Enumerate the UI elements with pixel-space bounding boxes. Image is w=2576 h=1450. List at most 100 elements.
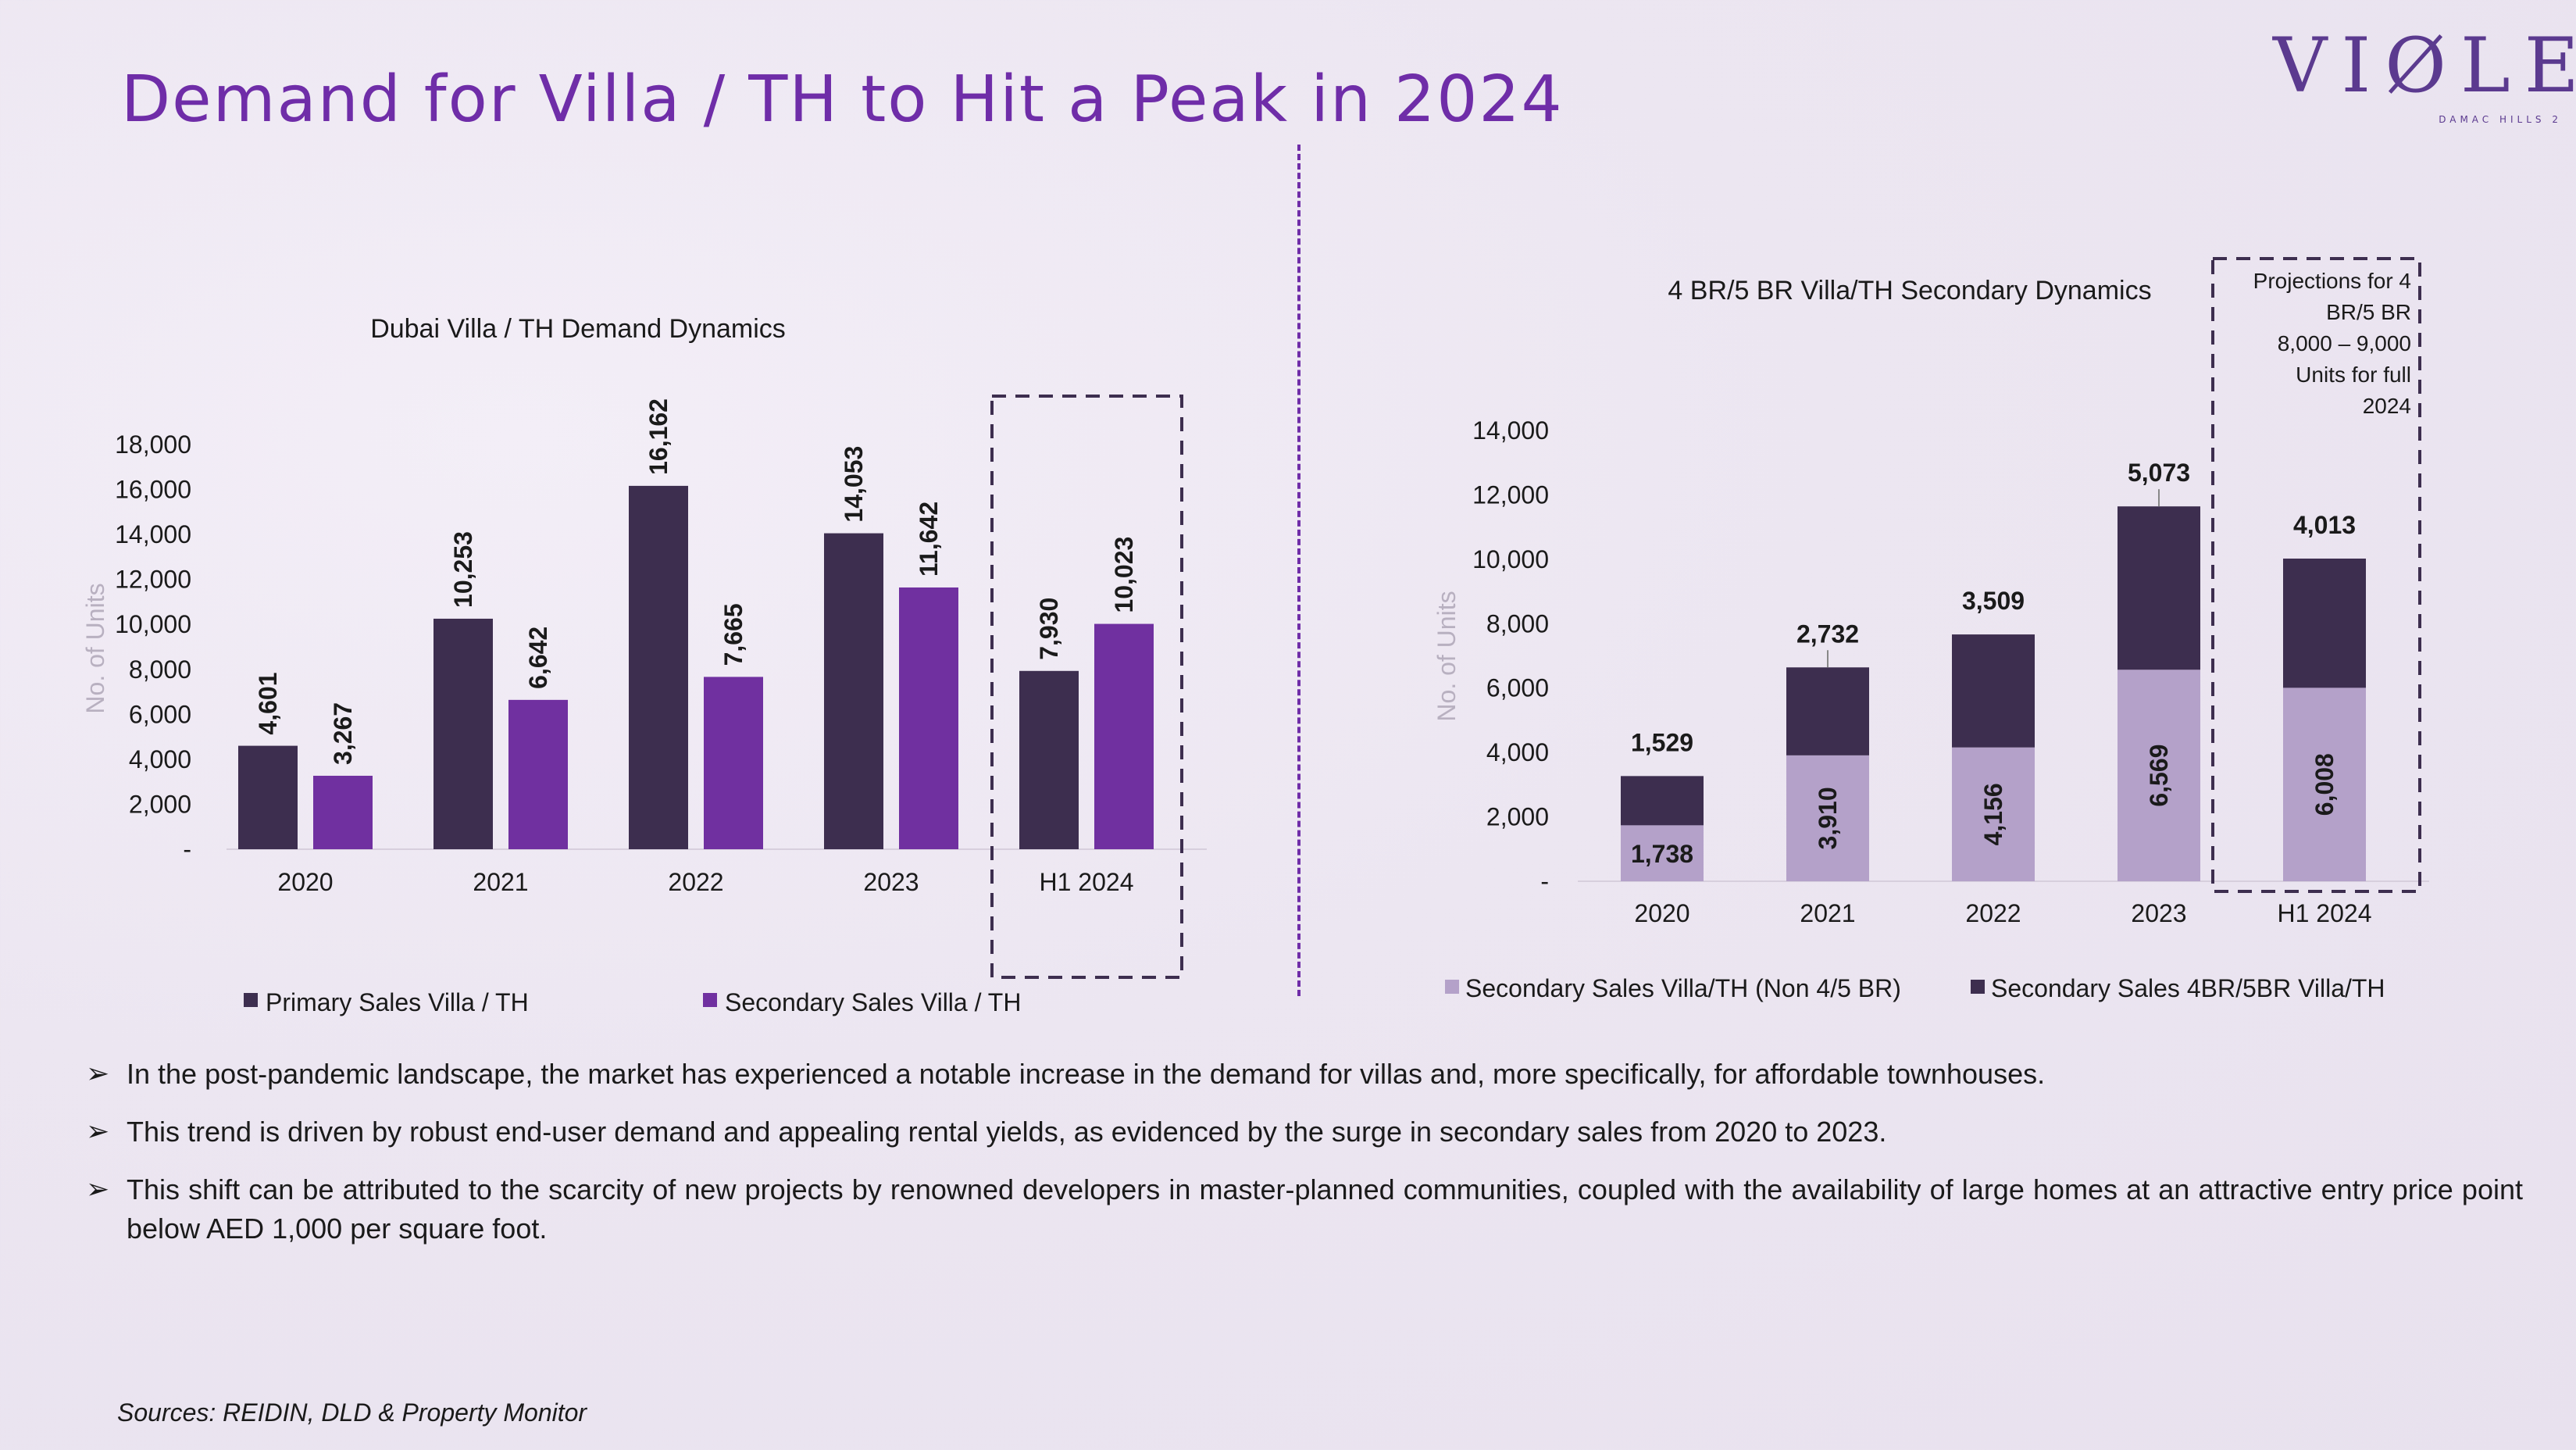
x-tick-label: 2020 bbox=[1634, 899, 1689, 927]
section-divider bbox=[1297, 145, 1300, 996]
bar bbox=[1094, 623, 1154, 849]
data-label: 7,665 bbox=[719, 603, 747, 666]
legend-entry: Primary Sales Villa / TH bbox=[266, 988, 529, 1016]
projection-annotation: Projections for 4 bbox=[2253, 269, 2411, 293]
bullet-list: ➢ In the post-pandemic landscape, the ma… bbox=[86, 1055, 2523, 1267]
bar-segment-non-4-5br bbox=[1786, 755, 1869, 881]
bullet-text: In the post-pandemic landscape, the mark… bbox=[127, 1058, 2046, 1090]
y-tick-label: 4,000 bbox=[129, 745, 191, 773]
bar-segment-non-4-5br bbox=[2118, 670, 2200, 881]
data-label: 11,642 bbox=[915, 502, 943, 577]
bullet-text: This shift can be attributed to the scar… bbox=[127, 1173, 2523, 1245]
y-tick-label: 12,000 bbox=[115, 566, 191, 594]
arrow-bullet-icon: ➢ bbox=[86, 1173, 110, 1205]
data-label: 4,156 bbox=[1979, 783, 2007, 845]
data-label: 3,267 bbox=[329, 702, 357, 765]
bar-segment-4-5br bbox=[1621, 776, 1704, 826]
bullet-item: ➢ This trend is driven by robust end-use… bbox=[86, 1112, 2523, 1152]
bar bbox=[704, 677, 763, 849]
x-tick-label: 2023 bbox=[2131, 899, 2186, 927]
data-label: 1,529 bbox=[1631, 728, 1693, 756]
y-tick-label: 8,000 bbox=[1486, 609, 1549, 638]
bullet-text: This trend is driven by robust end-user … bbox=[127, 1116, 1887, 1148]
x-tick-label: 2021 bbox=[1800, 899, 1855, 927]
secondary-dynamics-chart: 4 BR/5 BR Villa/TH Secondary Dynamics No.… bbox=[1432, 257, 2429, 1002]
legend-swatch bbox=[1445, 980, 1459, 994]
x-tick-label: 2021 bbox=[473, 868, 528, 896]
bar bbox=[1019, 670, 1079, 849]
bullet-item: ➢ This shift can be attributed to the sc… bbox=[86, 1170, 2523, 1248]
data-label: 3,509 bbox=[1962, 587, 2025, 615]
x-tick-label: H1 2024 bbox=[1040, 868, 1134, 896]
chart-title: 4 BR/5 BR Villa/TH Secondary Dynamics bbox=[1668, 276, 2151, 305]
y-tick-label: 2,000 bbox=[1486, 803, 1549, 831]
legend-swatch bbox=[1971, 980, 1985, 994]
data-label: 10,253 bbox=[449, 531, 477, 608]
y-tick-label: 8,000 bbox=[129, 655, 191, 684]
legend-swatch bbox=[703, 993, 717, 1007]
y-axis-label: No. of Units bbox=[1432, 591, 1461, 721]
arrow-bullet-icon: ➢ bbox=[86, 1116, 110, 1148]
projection-annotation: Units for full bbox=[2296, 362, 2411, 387]
x-tick-label: 2022 bbox=[1965, 899, 2021, 927]
bar bbox=[508, 699, 568, 849]
legend-entry: Secondary Sales Villa/TH (Non 4/5 BR) bbox=[1465, 974, 1901, 1002]
y-tick-label: 6,000 bbox=[1486, 674, 1549, 702]
projection-annotation: BR/5 BR bbox=[2326, 300, 2411, 324]
y-tick-label: 16,000 bbox=[115, 476, 191, 504]
highlight-box bbox=[990, 395, 1183, 979]
bar bbox=[629, 485, 688, 849]
bar bbox=[238, 745, 298, 849]
bar-segment-non-4-5br bbox=[1952, 747, 2035, 881]
data-label: 14,053 bbox=[840, 446, 868, 523]
bar-segment-4-5br bbox=[2118, 506, 2200, 670]
y-axis-label: No. of Units bbox=[81, 583, 109, 713]
x-tick-label: 2022 bbox=[668, 868, 723, 896]
legend-entry: Secondary Sales 4BR/5BR Villa/TH bbox=[1991, 974, 2385, 1002]
bar bbox=[313, 775, 373, 849]
arrow-bullet-icon: ➢ bbox=[86, 1058, 110, 1090]
projection-annotation: 2024 bbox=[2363, 394, 2411, 418]
x-tick-label: 2020 bbox=[277, 868, 333, 896]
data-label: 16,162 bbox=[644, 398, 673, 475]
brand-logo: VIØLET DAMAC HILLS 2 bbox=[2273, 22, 2576, 125]
y-tick-label: 6,000 bbox=[129, 700, 191, 728]
bar-segment-4-5br bbox=[1952, 634, 2035, 748]
y-tick-label: 12,000 bbox=[1472, 480, 1549, 509]
highlight-box bbox=[2211, 257, 2421, 893]
chart-title: Dubai Villa / TH Demand Dynamics bbox=[370, 314, 786, 344]
bullet-item: ➢ In the post-pandemic landscape, the ma… bbox=[86, 1055, 2523, 1094]
data-label: 3,910 bbox=[1814, 787, 1842, 849]
x-tick-label: H1 2024 bbox=[2278, 899, 2372, 927]
logo-wordmark: VIØLET bbox=[2273, 22, 2576, 109]
data-label: 4,601 bbox=[254, 673, 282, 735]
bar-segment-non-4-5br bbox=[2283, 688, 2366, 881]
villa-demand-chart: Dubai Villa / TH Demand Dynamics No. of U… bbox=[81, 314, 1207, 1016]
legend-swatch bbox=[244, 993, 258, 1007]
projection-annotation: 8,000 – 9,000 bbox=[2278, 331, 2411, 355]
bar-segment-non-4-5br bbox=[1621, 825, 1704, 881]
data-label: 10,023 bbox=[1110, 537, 1138, 613]
y-tick-label: - bbox=[183, 835, 191, 863]
legend-entry: Secondary Sales Villa / TH bbox=[725, 988, 1021, 1016]
y-tick-label: 14,000 bbox=[115, 520, 191, 548]
bar-segment-4-5br bbox=[1786, 667, 1869, 755]
data-label: 5,073 bbox=[2128, 459, 2190, 487]
data-label: 2,732 bbox=[1796, 620, 1859, 648]
data-label: 1,738 bbox=[1631, 840, 1693, 868]
page-title: Demand for Villa / TH to Hit a Peak in 2… bbox=[121, 62, 1564, 137]
x-tick-label: 2023 bbox=[863, 868, 919, 896]
logo-subtitle: DAMAC HILLS 2 bbox=[2439, 114, 2562, 125]
y-tick-label: 4,000 bbox=[1486, 738, 1549, 766]
bar bbox=[899, 587, 958, 849]
y-tick-label: 14,000 bbox=[1472, 416, 1549, 445]
y-tick-label: - bbox=[1540, 867, 1549, 895]
bar bbox=[824, 533, 883, 849]
data-label: 4,013 bbox=[2293, 511, 2356, 539]
bar-segment-4-5br bbox=[2283, 558, 2366, 688]
data-label: 6,008 bbox=[2310, 753, 2339, 816]
y-tick-label: 10,000 bbox=[115, 610, 191, 638]
data-label: 6,569 bbox=[2145, 745, 2173, 807]
y-tick-label: 2,000 bbox=[129, 790, 191, 818]
sources-note: Sources: REIDIN, DLD & Property Monitor bbox=[117, 1398, 587, 1427]
